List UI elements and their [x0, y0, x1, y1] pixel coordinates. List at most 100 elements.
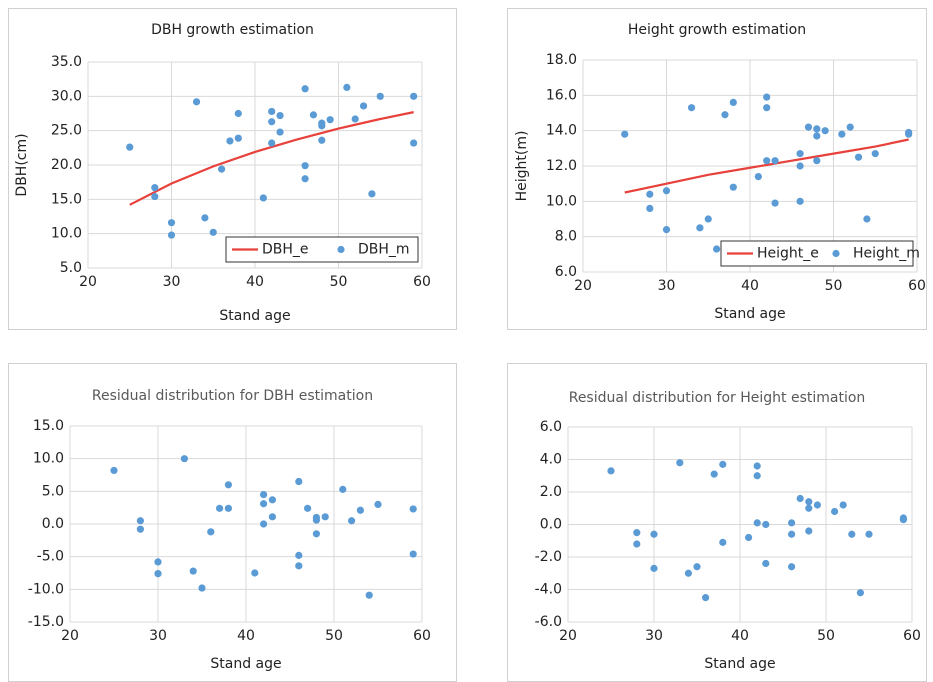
panel-border: [507, 8, 927, 330]
point: [899, 516, 908, 524]
point: [189, 567, 197, 575]
y-tick-label: 5.0: [60, 260, 82, 276]
point: [846, 123, 854, 131]
point: [326, 116, 334, 124]
point: [804, 123, 813, 131]
panel-border: [8, 363, 457, 682]
point: [719, 460, 727, 468]
y-tick-label: -4.0: [535, 582, 562, 598]
point: [854, 153, 863, 161]
point: [813, 501, 822, 509]
point: [693, 563, 701, 571]
y-tick-label: 20.0: [51, 157, 82, 173]
point: [753, 519, 761, 527]
point: [754, 173, 762, 181]
point: [351, 115, 359, 123]
point: [633, 540, 641, 548]
chart-title: Residual distribution for Height estimat…: [569, 390, 866, 406]
point: [151, 184, 159, 192]
point: [359, 102, 368, 110]
point: [839, 501, 847, 509]
y-tick-label: 15.0: [33, 418, 64, 434]
point: [409, 550, 417, 558]
point: [260, 491, 268, 499]
point: [762, 559, 770, 568]
point: [607, 467, 615, 475]
point: [813, 132, 821, 140]
point: [126, 143, 134, 151]
point: [136, 517, 144, 525]
y-axis-label: DBH(cm): [14, 133, 30, 196]
point: [295, 562, 303, 570]
point: [753, 472, 761, 480]
point: [696, 224, 704, 232]
point: [848, 530, 856, 538]
point: [268, 513, 276, 521]
x-tick-label: 60: [903, 628, 921, 644]
point: [621, 130, 629, 138]
point: [871, 150, 879, 158]
y-tick-label: 6.0: [540, 419, 562, 435]
x-tick-label: 40: [731, 628, 749, 644]
y-tick-label: 25.0: [51, 123, 82, 139]
y-axis-label: Height(m): [514, 131, 530, 202]
y-tick-label: 0.0: [540, 517, 562, 533]
chart-panel: DBH growth estimation 5.0 10.0 15.0 20.0 25.0…: [8, 8, 457, 330]
point: [745, 533, 753, 542]
y-tick-label: 10.0: [51, 226, 82, 242]
point: [374, 500, 382, 508]
x-tick-label: 30: [163, 274, 181, 290]
x-tick-label: 30: [149, 628, 167, 644]
y-tick-label: 5.0: [42, 483, 64, 499]
point: [167, 219, 176, 227]
point: [805, 527, 813, 535]
point: [365, 591, 373, 599]
point: [719, 538, 727, 546]
point: [650, 564, 658, 572]
y-tick-label: 2.0: [540, 484, 562, 500]
y-tick-label: 30.0: [51, 88, 82, 104]
point: [662, 226, 671, 234]
point: [856, 589, 865, 597]
point: [788, 563, 796, 571]
y-tick-label: 0.0: [42, 516, 64, 532]
x-axis-label: Stand age: [714, 306, 785, 322]
legend: DBH_e DBH_m: [225, 236, 419, 263]
point: [650, 530, 658, 538]
point: [704, 215, 712, 223]
point: [154, 558, 162, 566]
x-tick-label: 30: [658, 278, 676, 294]
point: [226, 137, 234, 145]
point: [729, 183, 737, 191]
chart-panel: Residual distribution for DBH estimation…: [8, 363, 457, 682]
point: [224, 481, 232, 489]
x-tick-label: 20: [61, 628, 79, 644]
point: [710, 470, 718, 478]
chart-panel: Residual distribution for Height estimat…: [507, 363, 927, 682]
point: [813, 157, 821, 165]
point: [192, 98, 201, 106]
point: [687, 104, 696, 112]
point: [409, 505, 417, 513]
point: [268, 496, 276, 504]
point: [633, 529, 641, 537]
x-tick-label: 20: [559, 628, 577, 644]
x-tick-label: 40: [246, 274, 264, 290]
point: [788, 519, 796, 527]
point: [167, 231, 176, 239]
point: [224, 504, 232, 512]
point: [318, 136, 326, 144]
x-tick-label: 20: [79, 274, 97, 290]
x-tick-label: 30: [645, 628, 663, 644]
point: [268, 118, 276, 126]
point: [376, 92, 384, 100]
y-tick-label: 14.0: [546, 123, 577, 139]
point: [209, 228, 217, 236]
point: [295, 551, 303, 559]
point: [207, 528, 215, 536]
x-axis-label: Stand age: [210, 656, 281, 672]
legend-label: Height_e: [757, 246, 819, 262]
point: [218, 165, 226, 173]
x-tick-label: 40: [237, 628, 255, 644]
point: [838, 130, 846, 138]
